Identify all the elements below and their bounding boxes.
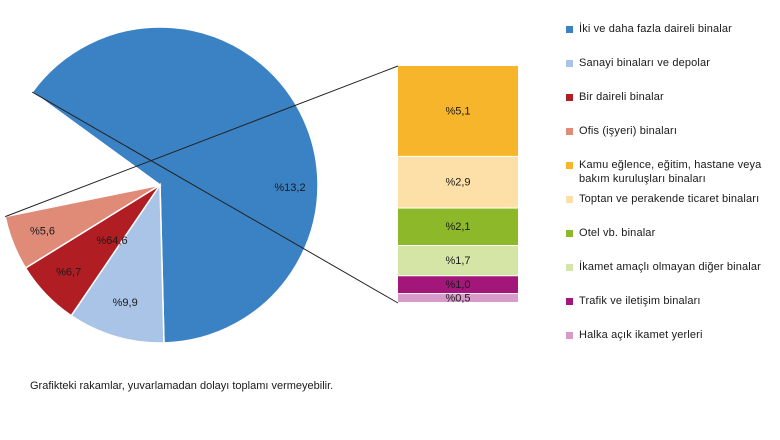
data-labels: %64,6 %9,9 %6,7 %5,6 %13,2 %5,1 %2,9 %2,1 %1,7 %1…: [30, 105, 471, 309]
legend-swatch: [566, 60, 573, 67]
pie-slice-iki-ve-daha-fazla-daireli-binalar: [31, 26, 319, 344]
legend-item-ofis-isyeri-binalari: Ofis (işyeri) binaları: [566, 124, 677, 138]
connector-lines: [5, 65, 399, 304]
bar-segment-halka-acik-ikamet-yerleri: [398, 294, 518, 302]
legend-item-trafik-ve-iletisim-binalari: Trafik ve iletişim binaları: [566, 294, 701, 308]
legend-item-bir-daireli-binalar: Bir daireli binalar: [566, 90, 664, 104]
legend-label: Sanayi binaları ve depolar: [579, 57, 711, 69]
pie-label-diger: %13,2: [274, 182, 305, 194]
stacked-bar: [398, 66, 518, 302]
legend-label: Ofis (işyeri) binaları: [579, 125, 678, 137]
bar-label-toptan-ve-perakende-ticaret-binalari: %2,9: [445, 177, 470, 189]
legend-item-ikamet-amacli-olmayan-diger-binalar: İkamet amaçlı olmayan diğer binalar: [566, 260, 761, 274]
legend-swatch: [566, 230, 573, 237]
pie-label-ofis-isyeri-binalari: %5,6: [30, 225, 55, 237]
bar-label-otel-vb-binalar: %2,1: [445, 221, 470, 233]
legend-swatch: [566, 128, 573, 135]
footnote: Grafikteki rakamlar, yuvarlamadan dolayı…: [30, 380, 334, 392]
pie: [1, 26, 319, 344]
bar-segment-trafik-ve-iletisim-binalari: [398, 276, 518, 294]
bar-segment-ikamet-amacli-olmayan-diger-binalar: [398, 245, 518, 276]
legend-label: Trafik ve iletişim binaları: [579, 295, 701, 307]
legend-item-iki-ve-daha-fazla-daireli-binalar: İki ve daha fazla daireli binalar: [566, 22, 732, 36]
pie-label-iki-ve-daha-fazla-daireli-binalar: %64,6: [96, 235, 127, 247]
legend-swatch: [566, 332, 573, 339]
legend-swatch: [566, 196, 573, 203]
pie-label-sanayi-binalari-ve-depolar: %9,9: [113, 297, 138, 309]
legend-label: İki ve daha fazla daireli binalar: [579, 23, 732, 35]
pie-label-bir-daireli-binalar: %6,7: [56, 266, 81, 278]
pie-slice-sanayi-binalari-ve-depolar: [70, 182, 165, 344]
legend-item-halka-acik-ikamet-yerleri: Halka açık ikamet yerleri: [566, 328, 703, 342]
legend-label: Otel vb. binalar: [579, 227, 656, 239]
legend-swatch: [566, 162, 573, 169]
pie-slice-diger: [1, 91, 162, 218]
bar-segment-kamu-eglence-egitim-hastane-veya-bakim-kuruluslari-binalari: [398, 66, 518, 156]
legend-label: Bir daireli binalar: [579, 91, 664, 103]
connector-line-bottom: [31, 91, 399, 304]
bar-label-ikamet-amacli-olmayan-diger-binalar: %1,7: [445, 255, 470, 267]
legend-item-toptan-ve-perakende-ticaret-binalari: Toptan ve perakende ticaret binaları: [566, 192, 759, 206]
bar-segment-toptan-ve-perakende-ticaret-binalari: [398, 156, 518, 208]
legend-label: Halka açık ikamet yerleri: [579, 329, 703, 341]
bar-label-trafik-ve-iletisim-binalari: %1,0: [445, 279, 470, 291]
legend-label: İkamet amaçlı olmayan diğer binalar: [579, 261, 761, 273]
legend-label: Toptan ve perakende ticaret binaları: [579, 193, 760, 205]
bar-label-kamu-eglence-egitim-hastane-veya-bakim-kuruluslari-binalari: %5,1: [445, 105, 470, 117]
connector-line-top: [5, 65, 399, 218]
legend-swatch: [566, 298, 573, 305]
legend-label: Kamu eğlence, eğitim, hastane veya bakım …: [579, 159, 762, 185]
bar-segment-otel-vb-binalar: [398, 208, 518, 245]
legend-swatch: [566, 264, 573, 271]
legend-swatch: [566, 26, 573, 33]
legend-item-kamu-eglence-egitim-hastane-veya-bakim-kuruluslari-binalari: Kamu eğlence, eğitim, hastane veya bakım …: [566, 158, 761, 186]
legend-swatch: [566, 94, 573, 101]
legend-item-otel-vb-binalar: Otel vb. binalar: [566, 226, 655, 240]
legend-item-sanayi-binalari-ve-depolar: Sanayi binaları ve depolar: [566, 56, 710, 70]
bar-label-halka-acik-ikamet-yerleri: %0,5: [445, 292, 470, 304]
